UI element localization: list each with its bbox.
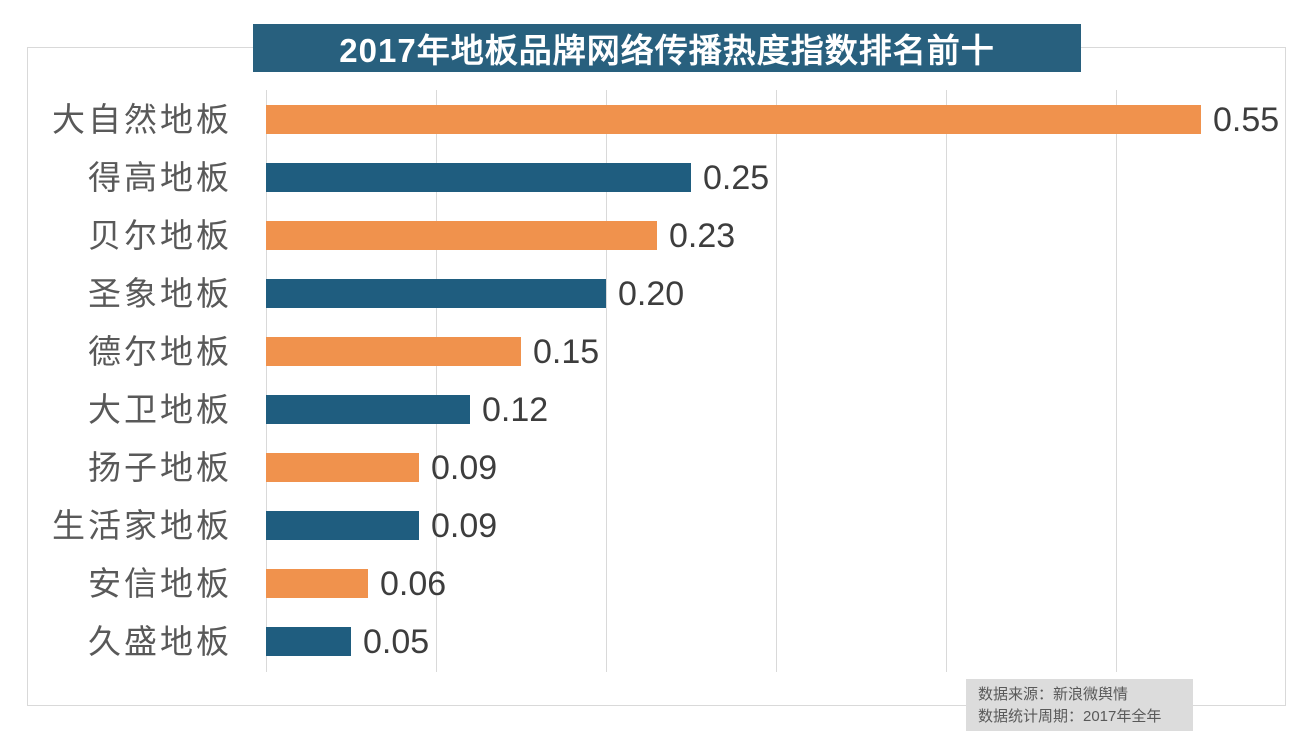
category-label: 贝尔地板	[88, 216, 232, 254]
chart-title-banner: 2017年地板品牌网络传播热度指数排名前十	[253, 24, 1081, 72]
value-label: 0.05	[363, 622, 430, 661]
bar	[266, 221, 657, 250]
bar	[266, 279, 606, 308]
bar	[266, 395, 470, 424]
bar	[266, 453, 419, 482]
source-note-line2: 数据统计周期：2017年全年	[978, 708, 1162, 725]
gridline	[266, 90, 267, 672]
bar	[266, 569, 368, 598]
category-label: 大自然地板	[52, 100, 232, 138]
bar	[266, 627, 351, 656]
value-label: 0.23	[669, 216, 736, 255]
category-label: 德尔地板	[88, 332, 232, 370]
gridline	[776, 90, 777, 672]
category-label: 生活家地板	[52, 506, 232, 544]
plot-border	[27, 47, 1286, 706]
value-label: 0.09	[431, 448, 498, 487]
source-note-line1: 数据来源：新浪微舆情	[978, 686, 1129, 703]
source-note-box: 数据来源：新浪微舆情 数据统计周期：2017年全年	[966, 679, 1193, 731]
bar	[266, 511, 419, 540]
category-label: 安信地板	[88, 564, 232, 602]
value-label: 0.09	[431, 506, 498, 545]
bar	[266, 105, 1201, 134]
gridline	[606, 90, 607, 672]
value-label: 0.25	[703, 158, 770, 197]
value-label: 0.06	[380, 564, 447, 603]
value-label: 0.55	[1213, 100, 1280, 139]
value-label: 0.15	[533, 332, 600, 371]
chart-title: 2017年地板品牌网络传播热度指数排名前十	[339, 32, 995, 69]
gridline	[436, 90, 437, 672]
category-label: 扬子地板	[88, 448, 232, 486]
bar	[266, 337, 521, 366]
value-label: 0.20	[618, 274, 685, 313]
category-label: 久盛地板	[88, 622, 232, 660]
category-label: 得高地板	[88, 158, 232, 196]
gridline	[1116, 90, 1117, 672]
category-label: 大卫地板	[88, 390, 232, 428]
category-label: 圣象地板	[88, 274, 232, 312]
gridline	[946, 90, 947, 672]
bar	[266, 163, 691, 192]
value-label: 0.12	[482, 390, 549, 429]
